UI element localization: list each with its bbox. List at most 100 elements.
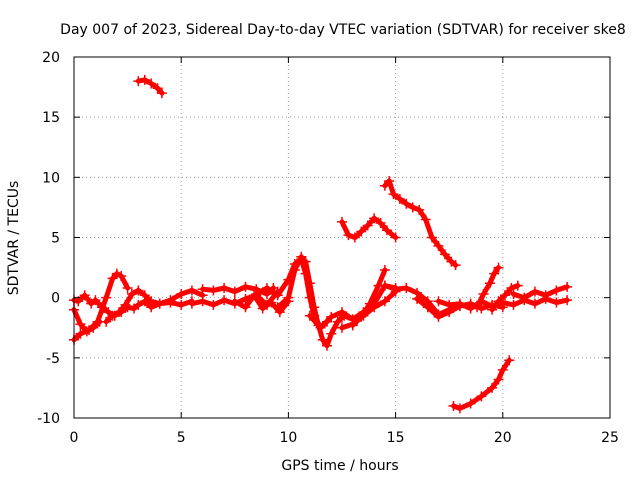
data-point <box>394 193 405 204</box>
data-point <box>364 298 375 309</box>
data-point <box>375 218 386 229</box>
data-point <box>362 220 373 231</box>
data-point <box>369 213 380 224</box>
data-point <box>465 303 476 314</box>
data-point <box>420 214 431 225</box>
data-point <box>101 316 112 327</box>
data-point <box>499 290 510 301</box>
data-point <box>382 225 393 236</box>
axis-ticks: 0 5 10 15 20 25 -10 -5 0 5 10 15 20 <box>37 50 619 446</box>
data-point <box>497 364 508 375</box>
data-point <box>401 198 412 209</box>
data-point <box>407 202 418 213</box>
data-point <box>96 302 107 313</box>
data-point <box>79 290 90 301</box>
data-point <box>472 302 483 313</box>
data-point <box>88 322 99 333</box>
data-point <box>508 289 519 300</box>
data-point <box>508 299 519 310</box>
data-point <box>111 268 122 279</box>
data-point <box>427 232 438 243</box>
x-tick-label: 0 <box>70 430 79 446</box>
data-point <box>120 299 131 310</box>
data-point <box>384 175 395 186</box>
data-point <box>309 302 320 313</box>
data-point <box>251 289 262 300</box>
y-tick-label: -10 <box>37 411 60 427</box>
data-point <box>332 316 343 327</box>
series-line <box>275 254 356 349</box>
data-point <box>219 295 230 306</box>
data-point <box>551 297 562 308</box>
data-point <box>272 290 283 301</box>
data-point <box>433 296 444 307</box>
data-point <box>186 298 197 309</box>
data-point <box>321 340 332 351</box>
data-point <box>261 283 272 294</box>
data-point <box>439 249 450 260</box>
data-point <box>476 391 487 402</box>
data-point <box>133 76 144 87</box>
x-tick-label: 5 <box>177 430 186 446</box>
data-point <box>266 297 277 308</box>
data-point <box>146 296 157 307</box>
data-point <box>493 374 504 385</box>
data-point <box>388 189 399 200</box>
x-tick-label: 20 <box>494 430 512 446</box>
data-point <box>165 295 176 306</box>
data-point <box>454 403 465 414</box>
y-tick-label: 20 <box>42 50 60 66</box>
data-point <box>337 322 347 333</box>
series-arc-s <box>472 262 504 313</box>
data-point <box>504 355 515 366</box>
data-point <box>289 264 300 275</box>
data-point <box>107 273 118 284</box>
data-point <box>562 281 573 292</box>
y-tick-label: 10 <box>42 170 60 186</box>
data-point <box>450 260 461 271</box>
data-point <box>540 290 551 301</box>
data-point <box>356 311 367 322</box>
data-point <box>444 299 455 310</box>
data-point <box>133 285 144 296</box>
data-point <box>529 286 540 297</box>
data-point <box>240 302 251 313</box>
data-point <box>101 292 112 303</box>
data-point <box>197 296 208 307</box>
data-point <box>390 232 401 243</box>
data-point <box>506 283 517 294</box>
data-point <box>296 251 307 262</box>
series-arc-m <box>347 264 390 331</box>
chart-title: Day 007 of 2023, Sidereal Day-to-day VTE… <box>60 22 626 38</box>
data-point <box>126 289 137 300</box>
data-point <box>519 292 530 303</box>
data-point <box>186 285 197 296</box>
data-point <box>272 302 283 313</box>
x-tick-label: 15 <box>387 430 405 446</box>
data-point <box>337 307 347 318</box>
data-point <box>478 289 489 300</box>
data-point <box>300 256 311 267</box>
data-point <box>379 264 390 275</box>
data-point <box>315 322 326 333</box>
series-arc-e <box>133 74 167 99</box>
y-axis-label: SDTVAR / TECUs <box>6 181 22 296</box>
data-point <box>176 299 187 310</box>
data-point <box>326 311 337 322</box>
data-point <box>529 298 540 309</box>
data-point <box>133 299 144 310</box>
series-arc-v <box>448 355 515 414</box>
data-point <box>414 204 425 215</box>
data-point <box>551 285 562 296</box>
data-point <box>454 298 465 309</box>
y-tick-label: 15 <box>42 110 60 126</box>
data-point <box>90 295 101 306</box>
data-point <box>219 283 230 294</box>
y-tick-label: -5 <box>46 351 60 367</box>
data-point <box>484 278 495 289</box>
data-point <box>152 83 163 94</box>
data-point <box>156 88 167 99</box>
data-point <box>379 180 390 191</box>
